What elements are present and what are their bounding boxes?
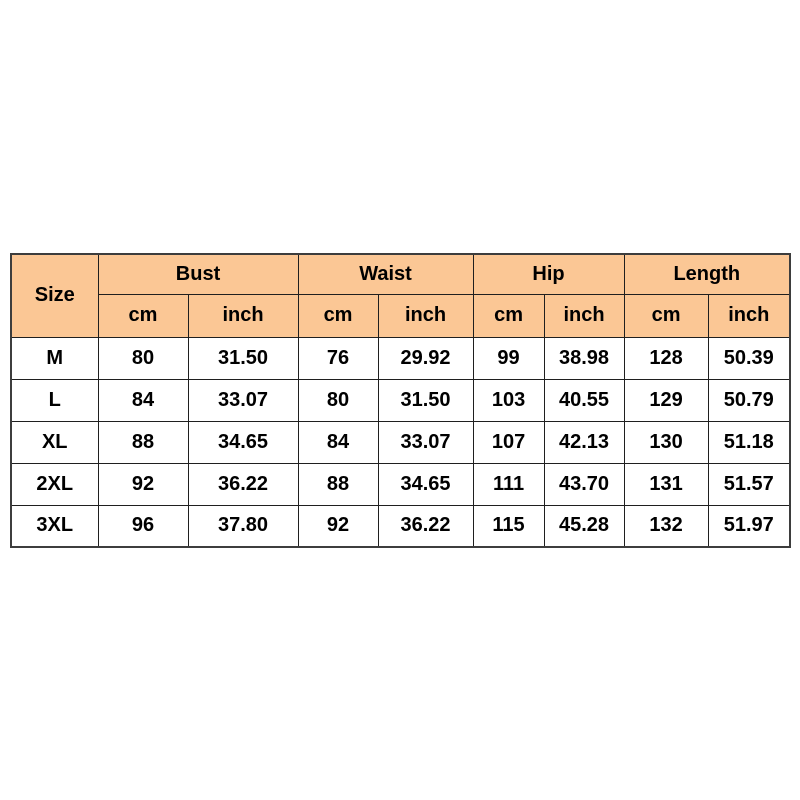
- waist-inch-cell: 33.07: [377, 420, 474, 464]
- waist-cm-cell: 80: [297, 378, 379, 422]
- hip-cm-cell: 115: [472, 504, 545, 548]
- hip-cm-cell: 107: [472, 420, 545, 464]
- size-cell: 2XL: [10, 462, 99, 506]
- bust-cm-cell: 84: [97, 378, 189, 422]
- waist-inch-cell: 34.65: [377, 462, 474, 506]
- size-cell: XL: [10, 420, 99, 464]
- hip-cm-cell: 103: [472, 378, 545, 422]
- table-row-xl: XL 88 34.65 84 33.07 107 42.13 130 51.18: [10, 420, 791, 464]
- bust-cm-cell: 96: [97, 504, 189, 548]
- hip-inch-header: inch: [543, 293, 625, 338]
- bust-cm-cell: 88: [97, 420, 189, 464]
- hip-inch-cell: 45.28: [543, 504, 625, 548]
- waist-group-header: Waist: [297, 253, 474, 295]
- length-inch-cell: 51.57: [707, 462, 791, 506]
- waist-cm-cell: 84: [297, 420, 379, 464]
- size-cell: L: [10, 378, 99, 422]
- table-row-2xl: 2XL 92 36.22 88 34.65 111 43.70 131 51.5…: [10, 462, 791, 506]
- hip-inch-cell: 42.13: [543, 420, 625, 464]
- header-unit-row: cm inch cm inch cm inch cm inch: [11, 293, 791, 338]
- header-group-row: Size Bust Waist Hip Length: [10, 253, 791, 338]
- waist-cm-cell: 76: [297, 336, 379, 380]
- length-group-header: Length: [623, 253, 791, 295]
- length-inch-cell: 51.18: [707, 420, 791, 464]
- length-cm-cell: 130: [623, 420, 709, 464]
- size-cell: 3XL: [10, 504, 99, 548]
- size-cell: M: [10, 336, 99, 380]
- length-cm-cell: 129: [623, 378, 709, 422]
- length-inch-cell: 51.97: [707, 504, 791, 548]
- length-cm-cell: 132: [623, 504, 709, 548]
- length-inch-cell: 50.79: [707, 378, 791, 422]
- length-inch-cell: 50.39: [707, 336, 791, 380]
- bust-inch-cell: 31.50: [187, 336, 299, 380]
- length-inch-header: inch: [707, 293, 791, 338]
- length-cm-cell: 128: [623, 336, 709, 380]
- bust-inch-cell: 36.22: [187, 462, 299, 506]
- bust-group-header: Bust: [97, 253, 299, 295]
- bust-inch-cell: 34.65: [187, 420, 299, 464]
- bust-inch-cell: 33.07: [187, 378, 299, 422]
- hip-inch-cell: 40.55: [543, 378, 625, 422]
- bust-cm-header: cm: [97, 293, 189, 338]
- table-row-m: M 80 31.50 76 29.92 99 38.98 128 50.39: [10, 336, 791, 380]
- waist-inch-cell: 29.92: [377, 336, 474, 380]
- table-row-3xl: 3XL 96 37.80 92 36.22 115 45.28 132 51.9…: [10, 504, 791, 548]
- waist-inch-header: inch: [377, 293, 474, 338]
- hip-cm-cell: 111: [472, 462, 545, 506]
- hip-group-header: Hip: [472, 253, 625, 295]
- hip-inch-cell: 43.70: [543, 462, 625, 506]
- waist-cm-header: cm: [297, 293, 379, 338]
- waist-inch-cell: 36.22: [377, 504, 474, 548]
- waist-cm-cell: 88: [297, 462, 379, 506]
- waist-cm-cell: 92: [297, 504, 379, 548]
- bust-cm-cell: 80: [97, 336, 189, 380]
- length-cm-header: cm: [623, 293, 709, 338]
- hip-cm-header: cm: [472, 293, 545, 338]
- bust-inch-cell: 37.80: [187, 504, 299, 548]
- hip-inch-cell: 38.98: [543, 336, 625, 380]
- waist-inch-cell: 31.50: [377, 378, 474, 422]
- bust-inch-header: inch: [187, 293, 299, 338]
- size-column-header: Size: [10, 253, 99, 338]
- hip-cm-cell: 99: [472, 336, 545, 380]
- length-cm-cell: 131: [623, 462, 709, 506]
- table-row-l: L 84 33.07 80 31.50 103 40.55 129 50.79: [10, 378, 791, 422]
- bust-cm-cell: 92: [97, 462, 189, 506]
- size-chart-table: Size Bust Waist Hip Length cm inch cm in…: [10, 253, 792, 548]
